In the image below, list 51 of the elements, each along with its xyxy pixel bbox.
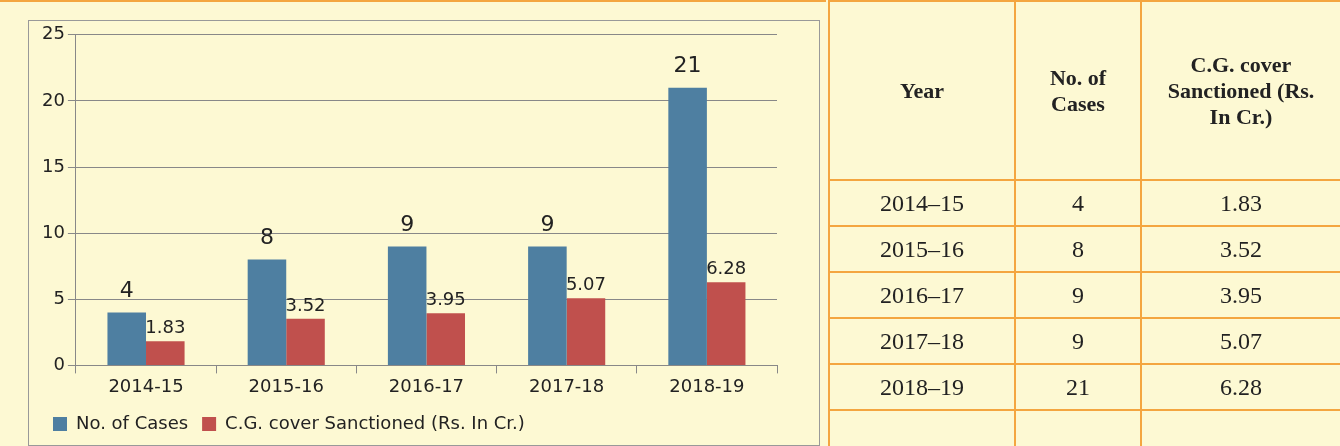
bar bbox=[247, 259, 287, 365]
y-tick-label: 10 bbox=[42, 220, 65, 242]
category-label: 2014–15 bbox=[829, 180, 1015, 226]
data-label: 21 bbox=[1015, 364, 1141, 410]
bar bbox=[426, 313, 466, 365]
data-label: 5.07 bbox=[565, 273, 606, 295]
bar bbox=[107, 312, 147, 365]
data-label: 9 bbox=[1015, 272, 1141, 318]
data-label: 8 bbox=[1015, 226, 1141, 272]
x-tick-label: 2018-19 bbox=[669, 374, 745, 396]
bar bbox=[286, 318, 325, 365]
bar bbox=[528, 246, 567, 365]
bar bbox=[387, 246, 427, 365]
legend-label: No. of Cases bbox=[76, 411, 189, 433]
data-label: 3.95 bbox=[425, 287, 466, 309]
y-tick-label: 5 bbox=[53, 286, 65, 308]
data-label: 4 bbox=[1015, 180, 1141, 226]
data-label: 9 bbox=[400, 211, 415, 237]
y-tick-label: 0 bbox=[53, 353, 65, 375]
y-tick-label: 15 bbox=[42, 154, 65, 176]
bar bbox=[566, 298, 606, 365]
bar bbox=[146, 341, 185, 365]
x-tick-label: 2015-16 bbox=[248, 374, 324, 396]
data-label: 5.07 bbox=[1141, 318, 1340, 364]
data-label: 9 bbox=[540, 211, 555, 237]
data-label: 3.95 bbox=[1141, 272, 1340, 318]
data-label: 1.83 bbox=[145, 315, 186, 337]
data-label: 8 bbox=[259, 224, 274, 250]
data-label: 21 bbox=[673, 52, 702, 78]
data-label: 4 bbox=[119, 277, 134, 303]
bar bbox=[706, 282, 746, 365]
y-tick-label: 20 bbox=[42, 88, 65, 110]
y-tick-label: 25 bbox=[42, 22, 65, 44]
category-label: 2015–16 bbox=[829, 226, 1015, 272]
data-label: 9 bbox=[1015, 318, 1141, 364]
category-label: 2017–18 bbox=[829, 318, 1015, 364]
x-tick-label: 2014-15 bbox=[108, 374, 184, 396]
x-tick-label: 2017-18 bbox=[529, 374, 605, 396]
text: C.G. cover Sanctioned (Rs. In Cr.) bbox=[1141, 2, 1340, 180]
data-label: 3.52 bbox=[1141, 226, 1340, 272]
data-label: 3.52 bbox=[285, 293, 326, 315]
x-tick-label: 2016-17 bbox=[388, 374, 465, 396]
data-label: 1.83 bbox=[1141, 180, 1340, 226]
text: Year bbox=[829, 2, 1015, 180]
data-label: 6.28 bbox=[706, 257, 747, 279]
series-label: No. of Cases bbox=[1015, 2, 1141, 180]
data-label: 6.28 bbox=[1141, 364, 1340, 410]
bar bbox=[668, 87, 707, 365]
category-label: 2018–19 bbox=[829, 364, 1015, 410]
legend-label: C.G. cover Sanctioned (Rs. In Cr.) bbox=[225, 411, 525, 433]
category-label: 2016–17 bbox=[829, 272, 1015, 318]
